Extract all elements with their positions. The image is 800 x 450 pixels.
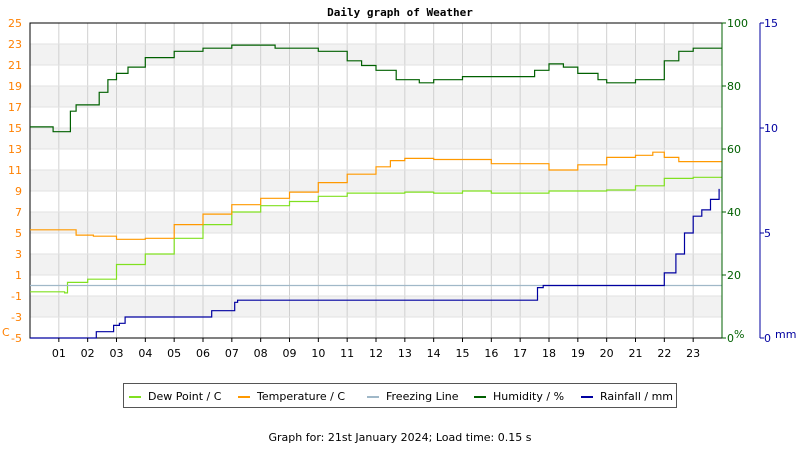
temperature-tick-label: -5 (11, 332, 22, 345)
x-tick-label: 09 (283, 347, 297, 360)
series-line-dew-point-c (30, 176, 722, 294)
temperature-tick-label: 9 (15, 185, 22, 198)
x-tick-label: 03 (110, 347, 124, 360)
temperature-tick-label: 17 (8, 101, 22, 114)
series-line-rainfall-mm (30, 188, 720, 339)
x-tick-label: 17 (513, 347, 527, 360)
x-tick-label: 22 (657, 347, 671, 360)
rainfall-tick-label: 15 (764, 17, 778, 30)
legend-item-dew-point: Dew Point / C (129, 390, 221, 403)
legend: Dew Point / C Temperature / C Freezing L… (123, 383, 677, 408)
x-tick-label: 10 (311, 347, 325, 360)
x-tick-label: 19 (571, 347, 585, 360)
temperature-tick-label: 5 (15, 227, 22, 240)
rainfall-axis: 15 10 5 0 mm (759, 17, 796, 345)
temperature-tick-label: 3 (15, 248, 22, 261)
humidity-tick-label: 60 (727, 143, 741, 156)
temperature-tick-label: 1 (15, 269, 22, 282)
rainfall-tick-label: 0 (764, 332, 771, 345)
series-line-temperature-c (30, 151, 722, 240)
series-layer (30, 44, 722, 339)
legend-label-temperature: Temperature / C (257, 390, 346, 403)
humidity-unit-label: % (734, 328, 744, 341)
x-tick-label: 20 (600, 347, 614, 360)
humidity-axis: 100 80 60 40 20 0% (721, 17, 748, 345)
x-tick-label: 01 (52, 347, 66, 360)
legend-item-temperature: Temperature / C (238, 390, 345, 403)
legend-label-freezing-line: Freezing Line (386, 390, 459, 403)
temperature-tick-label: 15 (8, 122, 22, 135)
humidity-tick-label: 40 (727, 206, 741, 219)
temperature-tick-label: 23 (8, 38, 22, 51)
rainfall-tick-label: 10 (764, 122, 778, 135)
legend-item-freezing-line: Freezing Line (367, 390, 459, 403)
rainfall-tick-label: 5 (764, 227, 771, 240)
x-tick-label: 21 (629, 347, 643, 360)
humidity-tick-label: 100 (727, 17, 748, 30)
rainfall-unit-label: mm (775, 328, 796, 341)
legend-swatch-dew-point (129, 396, 141, 398)
x-tick-label: 18 (542, 347, 556, 360)
temperature-tick-label: 11 (8, 164, 22, 177)
x-tick-label: 04 (138, 347, 152, 360)
series-line-humidity (30, 44, 722, 133)
x-tick-label: 11 (340, 347, 354, 360)
humidity-tick-label: 20 (727, 269, 741, 282)
x-tick-label: 08 (254, 347, 268, 360)
x-tick-label: 05 (167, 347, 181, 360)
temperature-tick-label: -1 (11, 290, 22, 303)
x-tick-label: 14 (427, 347, 441, 360)
x-tick-label: 02 (81, 347, 95, 360)
x-tick-label: 13 (398, 347, 412, 360)
legend-label-rainfall: Rainfall / mm (600, 390, 674, 403)
temperature-tick-label: 19 (8, 80, 22, 93)
legend-swatch-freezing-line (367, 396, 379, 398)
temperature-unit-label: C (2, 326, 10, 339)
x-tick-label: 16 (484, 347, 498, 360)
temperature-tick-label: 21 (8, 59, 22, 72)
legend-swatch-rainfall (581, 396, 593, 398)
temperature-tick-label: -3 (11, 311, 22, 324)
temperature-tick-label: 7 (15, 206, 22, 219)
chart-title: Daily graph of Weather (327, 6, 473, 19)
x-axis: 01 02 03 04 05 06 07 08 09 10 11 12 13 14 15 16 17 18 19 20… (52, 338, 700, 360)
x-tick-label: 12 (369, 347, 383, 360)
x-tick-label: 06 (196, 347, 210, 360)
footer-status: Graph for: 21st January 2024; Load time:… (268, 431, 532, 444)
humidity-tick-label: 0 (727, 332, 734, 345)
humidity-tick-label: 80 (727, 80, 741, 93)
x-tick-label: 07 (225, 347, 239, 360)
x-tick-label: 15 (456, 347, 470, 360)
legend-label-humidity: Humidity / % (493, 390, 565, 403)
legend-swatch-temperature (238, 396, 250, 398)
x-tick-label: 23 (686, 347, 700, 360)
temperature-axis: 25 23 21 19 17 15 13 11 9 7 5 3 1 -1 -3 -5C (2, 17, 22, 345)
legend-label-dew-point: Dew Point / C (148, 390, 222, 403)
legend-item-rainfall: Rainfall / mm (581, 390, 673, 403)
legend-item-humidity: Humidity / % (474, 390, 564, 403)
temperature-tick-label: 13 (8, 143, 22, 156)
legend-swatch-humidity (474, 396, 486, 398)
temperature-tick-label: 25 (8, 17, 22, 30)
